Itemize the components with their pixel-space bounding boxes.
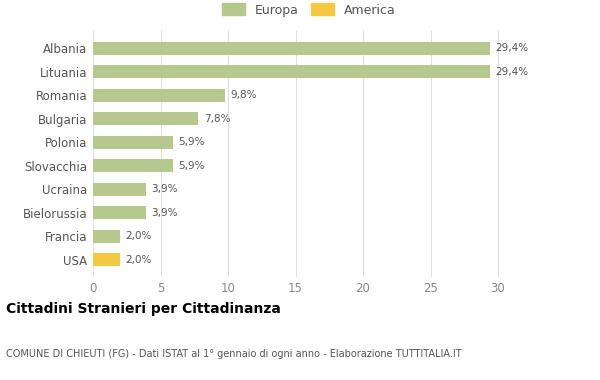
Legend: Europa, America: Europa, America [220, 1, 398, 19]
Bar [93, 206, 146, 219]
Text: Cittadini Stranieri per Cittadinanza: Cittadini Stranieri per Cittadinanza [6, 302, 281, 317]
Text: 29,4%: 29,4% [496, 43, 529, 53]
Text: 9,8%: 9,8% [231, 90, 257, 100]
Text: 29,4%: 29,4% [496, 66, 529, 77]
Bar [93, 183, 146, 196]
Text: 3,9%: 3,9% [151, 184, 178, 194]
Bar [93, 159, 173, 172]
Text: 2,0%: 2,0% [125, 231, 152, 241]
Bar [93, 112, 198, 125]
Bar [93, 42, 490, 55]
Text: 3,9%: 3,9% [151, 208, 178, 218]
Bar [93, 89, 226, 101]
Bar [93, 65, 490, 78]
Text: 2,0%: 2,0% [125, 255, 152, 265]
Text: 7,8%: 7,8% [204, 114, 230, 124]
Bar [93, 253, 120, 266]
Bar [93, 230, 120, 243]
Bar [93, 136, 173, 149]
Text: COMUNE DI CHIEUTI (FG) - Dati ISTAT al 1° gennaio di ogni anno - Elaborazione TU: COMUNE DI CHIEUTI (FG) - Dati ISTAT al 1… [6, 349, 461, 359]
Text: 5,9%: 5,9% [178, 161, 205, 171]
Text: 5,9%: 5,9% [178, 137, 205, 147]
